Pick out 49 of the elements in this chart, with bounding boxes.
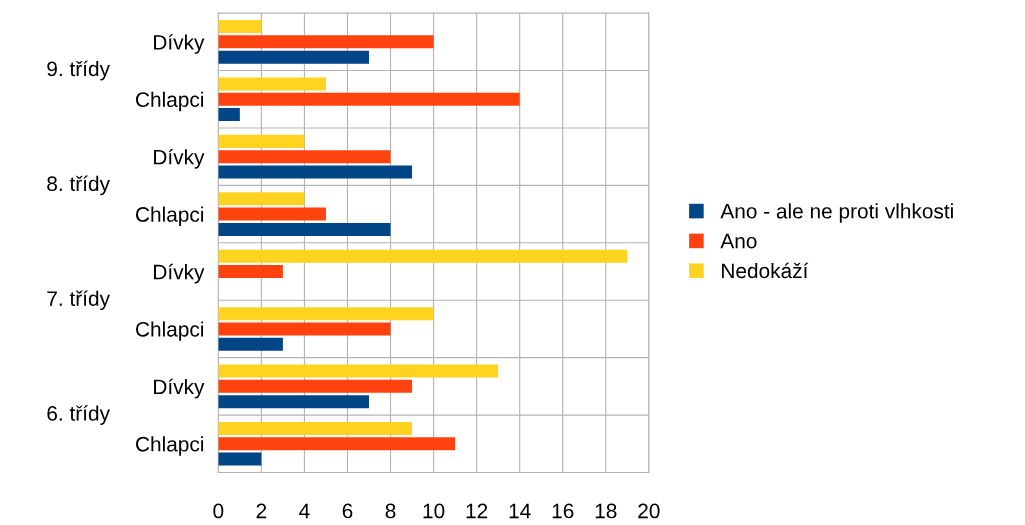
- bar: [218, 322, 391, 336]
- legend-label: Nedokáží: [722, 262, 809, 279]
- y-tick-label: Chlapci: [136, 206, 204, 226]
- y-tick-label: Chlapci: [136, 91, 204, 112]
- bar: [218, 92, 520, 106]
- text: 9. třídy: [47, 60, 110, 81]
- bar: [218, 35, 434, 49]
- bar: [218, 192, 305, 206]
- text: 7. třídy: [47, 290, 110, 311]
- x-tick-label: 6: [342, 503, 353, 519]
- bar: [218, 337, 283, 351]
- bar: [218, 20, 262, 34]
- y-tick-label: Chlapci: [136, 436, 204, 456]
- bar: [218, 77, 326, 91]
- bar: [218, 437, 456, 451]
- x-tick-label: 10: [423, 503, 445, 519]
- x-tick-label: 20: [638, 503, 660, 519]
- bar: [218, 150, 391, 164]
- x-tick-label: 2: [256, 503, 267, 519]
- x-tick-label: 4: [299, 503, 310, 519]
- bar: [218, 421, 413, 435]
- y-tick-label: Dívky: [154, 149, 205, 169]
- bar: [218, 364, 499, 378]
- bar: [218, 134, 305, 148]
- bar: [218, 395, 369, 409]
- bar: [218, 379, 413, 393]
- y-tick-label: Chlapci: [136, 321, 204, 341]
- bar: [218, 307, 434, 321]
- x-tick-label: 0: [213, 503, 224, 519]
- bar: [218, 108, 240, 122]
- y-tick-label: Dívky: [154, 34, 205, 54]
- bar: [218, 265, 283, 279]
- y-tick-label: Dívky: [154, 263, 205, 284]
- bar: [218, 207, 326, 221]
- bar: [218, 50, 369, 64]
- x-tick-label: 8: [385, 503, 396, 519]
- bar: [218, 452, 262, 466]
- x-tick-label: 12: [466, 503, 488, 519]
- legend-label: Ano - ale ne proti vlhkosti: [720, 203, 953, 223]
- bar: [218, 165, 413, 179]
- y-tick-label: Dívky: [154, 378, 205, 399]
- text: 6. třídy: [47, 405, 110, 425]
- text: 8. třídy: [47, 175, 110, 196]
- x-tick-label: 16: [552, 503, 574, 519]
- x-tick-label: 18: [595, 503, 617, 519]
- legend-label: Ano: [720, 233, 757, 249]
- bar: [218, 249, 628, 263]
- x-tick-label: 14: [509, 503, 531, 519]
- bar: [218, 222, 391, 236]
